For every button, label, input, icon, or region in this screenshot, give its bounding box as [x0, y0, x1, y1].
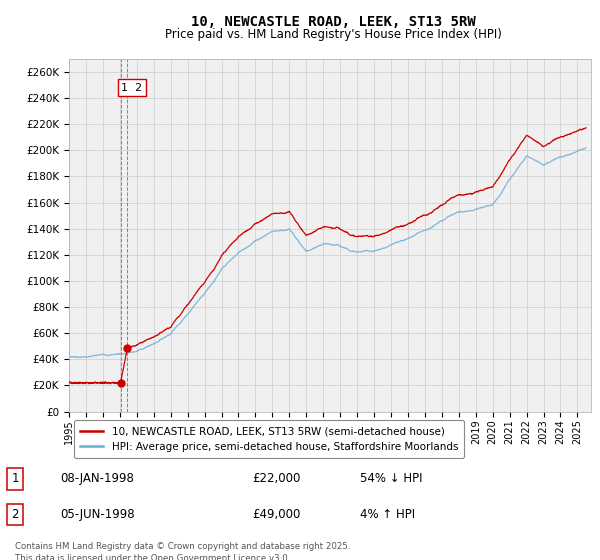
Text: Price paid vs. HM Land Registry's House Price Index (HPI): Price paid vs. HM Land Registry's House … [164, 28, 502, 41]
Text: 1  2: 1 2 [121, 82, 142, 92]
Text: 4% ↑ HPI: 4% ↑ HPI [360, 508, 415, 521]
Text: 1: 1 [11, 473, 19, 486]
Text: 2: 2 [11, 508, 19, 521]
Text: 05-JUN-1998: 05-JUN-1998 [60, 508, 134, 521]
Text: £49,000: £49,000 [252, 508, 301, 521]
Text: 08-JAN-1998: 08-JAN-1998 [60, 473, 134, 486]
Text: 54% ↓ HPI: 54% ↓ HPI [360, 473, 422, 486]
Text: £22,000: £22,000 [252, 473, 301, 486]
Text: Contains HM Land Registry data © Crown copyright and database right 2025.
This d: Contains HM Land Registry data © Crown c… [15, 542, 350, 560]
Text: 10, NEWCASTLE ROAD, LEEK, ST13 5RW: 10, NEWCASTLE ROAD, LEEK, ST13 5RW [191, 15, 475, 29]
Legend: 10, NEWCASTLE ROAD, LEEK, ST13 5RW (semi-detached house), HPI: Average price, se: 10, NEWCASTLE ROAD, LEEK, ST13 5RW (semi… [74, 420, 464, 458]
